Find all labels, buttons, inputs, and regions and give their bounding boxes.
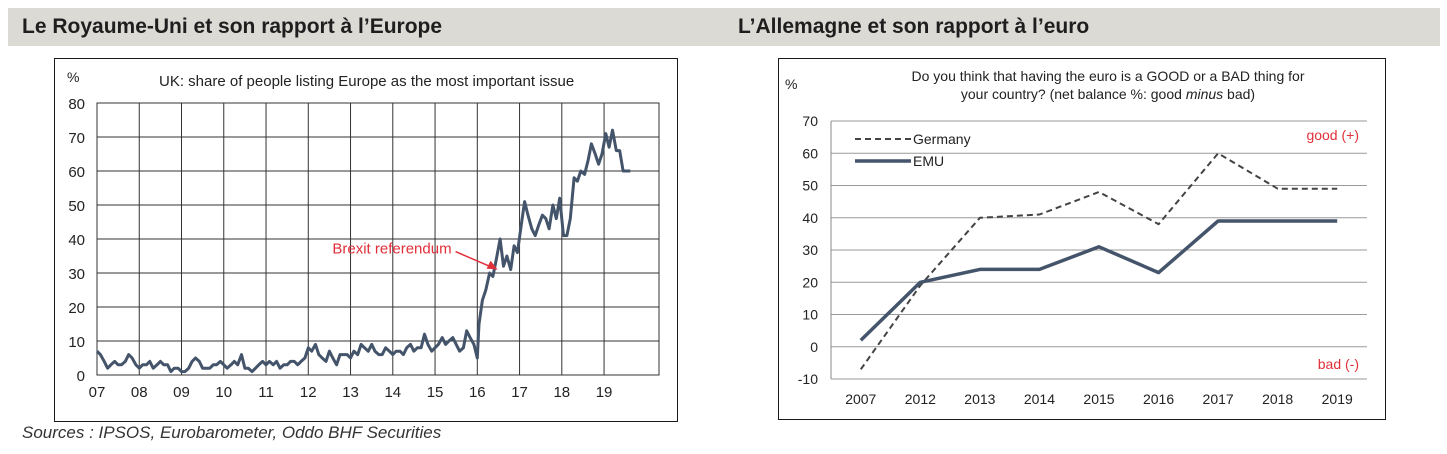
y-tick-label: 50: [68, 198, 85, 215]
x-tick-label: 18: [553, 384, 570, 401]
y-tick-label: 0: [77, 368, 85, 385]
x-tick-label: 2019: [1322, 391, 1353, 407]
left-section-title: Le Royaume-Uni et son rapport à l’Europe: [22, 15, 443, 38]
right-section-header: L’Allemagne et son rapport à l’euro: [724, 8, 1440, 46]
x-tick-label: 2016: [1143, 391, 1174, 407]
y-tick-label: -10: [798, 371, 818, 387]
x-tick-label: 2013: [964, 391, 995, 407]
legend-label-germany: Germany: [913, 131, 971, 147]
x-tick-label: 2007: [845, 391, 876, 407]
x-tick-label: 2017: [1203, 391, 1234, 407]
x-tick-label: 2014: [1024, 391, 1055, 407]
y-tick-label: 40: [68, 232, 85, 249]
uk-chart-frame: 0 10 20 30 40 50 60 70 80 07 08 09 10 11 12 13 14 15 16 17 1…: [54, 58, 678, 422]
sources-note: Sources : IPSOS, Eurobarometer, Oddo BHF…: [22, 423, 442, 442]
x-tick-label: 2012: [905, 391, 936, 407]
y-tick-label: 70: [802, 113, 818, 129]
annotation-bad: bad (-): [1318, 356, 1359, 372]
x-tick-label: 17: [511, 384, 528, 401]
annotation-arrow-line: [455, 250, 493, 269]
x-tick-label: 12: [300, 384, 317, 401]
y-tick-label: 20: [68, 300, 85, 317]
x-tick-label: 14: [384, 384, 401, 401]
chart-title-line-1: Do you think that having the euro is a G…: [912, 68, 1305, 84]
annotation-arrow-head: [486, 260, 498, 270]
y-tick-label: 80: [68, 96, 85, 113]
series-line: [95, 128, 631, 374]
y-tick-label: 0: [810, 339, 818, 355]
annotation-good: good (+): [1306, 127, 1359, 143]
y-axis-unit: %: [67, 69, 79, 85]
uk-europe-issue-chart: 0 10 20 30 40 50 60 70 80 07 08 09 10 11 12 13 14 15 16 17 1…: [67, 69, 660, 401]
x-tick-label: 15: [427, 384, 444, 401]
y-tick-label: 10: [68, 334, 85, 351]
legend-label-emu: EMU: [913, 153, 944, 169]
right-section-title: L’Allemagne et son rapport à l’euro: [738, 15, 1090, 38]
y-tick-label: 60: [68, 164, 85, 181]
y-tick-label: 30: [68, 266, 85, 283]
y-tick-label: 50: [802, 178, 818, 194]
x-tick-label: 10: [215, 384, 232, 401]
x-tick-label: 2018: [1262, 391, 1293, 407]
x-tick-label: 08: [131, 384, 148, 401]
y-tick-label: 10: [802, 307, 818, 323]
y-axis-unit: %: [785, 76, 797, 92]
x-tick-label: 07: [89, 384, 106, 401]
x-tick-label: 16: [469, 384, 486, 401]
annotation-label: Brexit referendum: [332, 241, 451, 258]
series-line-emu: [859, 219, 1338, 342]
x-tick-label: 13: [342, 384, 359, 401]
x-tick-label: 19: [596, 384, 613, 401]
y-tick-label: 60: [802, 145, 818, 161]
x-tick-label: 2015: [1083, 391, 1114, 407]
x-tick-label: 09: [173, 384, 190, 401]
chart-title: UK: share of people listing Europe as th…: [159, 73, 574, 90]
series-line-germany: [859, 152, 1338, 370]
y-tick-label: 30: [802, 242, 818, 258]
y-tick-label: 20: [802, 274, 818, 290]
x-tick-label: 11: [258, 384, 274, 401]
euro-opinion-chart: -10 0 10 20 30 40 50 60 70 2007 2012 2013 2014 2015 20…: [785, 68, 1367, 407]
y-tick-label: 40: [802, 210, 818, 226]
left-section-header: Le Royaume-Uni et son rapport à l’Europe: [8, 8, 728, 46]
chart-title-line-2: your country? (net balance %: good minus…: [961, 86, 1255, 102]
euro-chart-frame: -10 0 10 20 30 40 50 60 70 2007 2012 2013 2014 2015 20…: [778, 58, 1386, 420]
y-tick-label: 70: [68, 130, 85, 147]
